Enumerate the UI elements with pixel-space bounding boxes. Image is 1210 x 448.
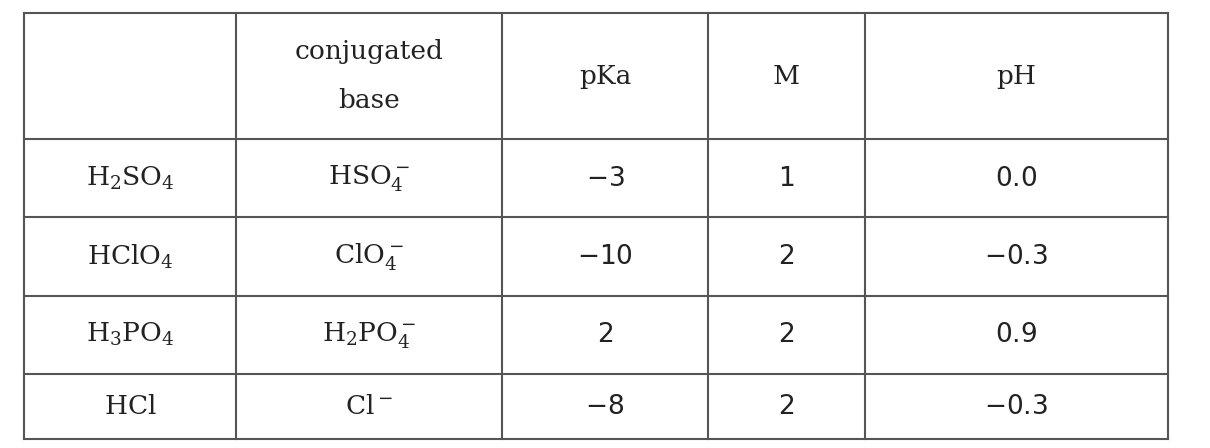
Text: $2$: $2$: [778, 394, 795, 419]
Text: $\mathregular{HCl}$: $\mathregular{HCl}$: [104, 394, 156, 419]
Text: $\mathregular{ClO_4^-}$: $\mathregular{ClO_4^-}$: [334, 241, 404, 272]
Text: $2$: $2$: [778, 244, 795, 269]
Text: $-0.3$: $-0.3$: [985, 394, 1048, 419]
Text: conjugated: conjugated: [294, 39, 444, 64]
Text: $\mathregular{Cl^-}$: $\mathregular{Cl^-}$: [345, 394, 393, 419]
Text: $-8$: $-8$: [586, 394, 624, 419]
Text: $\mathregular{H_2PO_4^-}$: $\mathregular{H_2PO_4^-}$: [322, 320, 416, 350]
Text: $\mathregular{HSO_4^-}$: $\mathregular{HSO_4^-}$: [328, 163, 410, 193]
Text: $0.0$: $0.0$: [996, 166, 1037, 190]
Text: $2$: $2$: [597, 323, 613, 347]
Text: pKa: pKa: [578, 64, 632, 89]
Text: $-0.3$: $-0.3$: [985, 244, 1048, 269]
Text: $\mathregular{HClO_4}$: $\mathregular{HClO_4}$: [87, 242, 173, 271]
Text: $0.9$: $0.9$: [996, 323, 1037, 347]
Text: M: M: [773, 64, 800, 89]
Text: $2$: $2$: [778, 323, 795, 347]
Text: pH: pH: [996, 64, 1037, 89]
Text: $\mathregular{H_3PO_4}$: $\mathregular{H_3PO_4}$: [86, 321, 174, 349]
Text: $1$: $1$: [778, 166, 795, 190]
Text: $-3$: $-3$: [586, 166, 624, 190]
Text: $\mathregular{H_2SO_4}$: $\mathregular{H_2SO_4}$: [86, 164, 174, 192]
Text: base: base: [338, 88, 401, 113]
Text: $-10$: $-10$: [577, 244, 633, 269]
